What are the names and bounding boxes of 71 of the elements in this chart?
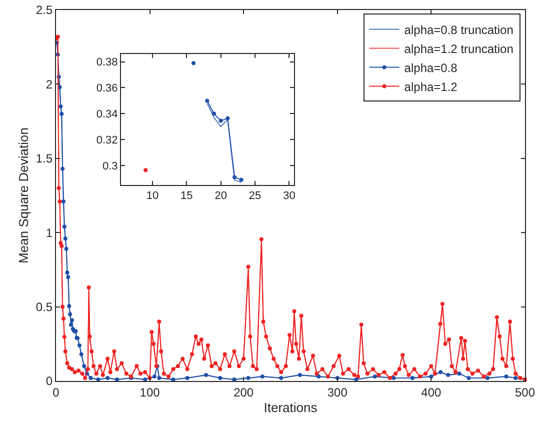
- point: [239, 178, 244, 182]
- point: [82, 364, 86, 368]
- point: [88, 376, 93, 380]
- point: [485, 376, 490, 380]
- point: [63, 236, 68, 241]
- x-tick-label: 15: [180, 190, 193, 202]
- point: [372, 374, 377, 379]
- x-axis-title: Iterations: [264, 400, 318, 415]
- point: [62, 224, 66, 229]
- x-tick-label: 30: [283, 190, 296, 202]
- x-tick-label: 100: [140, 385, 160, 400]
- y-tick-label: 2: [46, 77, 53, 92]
- point: [79, 352, 84, 356]
- point: [212, 112, 216, 116]
- y-tick-label: 0.3: [102, 160, 118, 172]
- legend-label: alpha=0.8: [404, 60, 458, 75]
- point: [514, 376, 518, 380]
- x-tick-label: 300: [327, 385, 348, 400]
- x-tick-label: 25: [248, 190, 262, 202]
- point: [65, 270, 70, 275]
- x-tick-label: 400: [421, 385, 442, 400]
- y-tick-label: 0.5: [36, 300, 53, 314]
- point: [152, 374, 156, 379]
- x-tick-label: 200: [234, 385, 254, 400]
- y-tick-label: 0.36: [96, 82, 118, 95]
- y-tick-label: 1: [46, 226, 53, 240]
- point: [70, 318, 74, 322]
- point: [260, 374, 264, 379]
- point: [106, 376, 110, 380]
- point: [60, 112, 64, 116]
- point: [69, 322, 74, 327]
- point: [246, 376, 250, 380]
- x-tick-label: 20: [214, 190, 227, 202]
- point: [62, 199, 66, 204]
- legend-label: alpha=0.8 truncation: [404, 22, 514, 37]
- point: [204, 373, 208, 378]
- point: [466, 376, 471, 380]
- x-tick-label: 500: [514, 385, 536, 400]
- point: [446, 373, 450, 378]
- point: [279, 376, 284, 380]
- y-tick-label: 0.38: [96, 56, 118, 69]
- point: [298, 373, 302, 378]
- point: [185, 376, 190, 380]
- point: [67, 304, 72, 308]
- point: [77, 343, 82, 348]
- point: [218, 118, 223, 123]
- point: [157, 376, 162, 380]
- point: [410, 376, 414, 380]
- y-tick-label: 0.34: [96, 108, 118, 121]
- point: [232, 175, 237, 180]
- point: [429, 374, 434, 379]
- y-tick-label: 2.5: [36, 3, 53, 18]
- point: [226, 116, 230, 120]
- point: [205, 98, 210, 103]
- point: [64, 246, 68, 251]
- x-tick-label: 10: [146, 190, 159, 202]
- y-tick-label: 0: [46, 374, 53, 388]
- point: [504, 374, 508, 379]
- y-tick-label: 0.32: [96, 134, 118, 146]
- point: [438, 370, 443, 374]
- point: [58, 104, 63, 108]
- y-axis-title: Mean Square Deviation: [16, 128, 31, 264]
- point: [66, 275, 70, 280]
- point: [68, 312, 72, 316]
- point: [60, 166, 65, 171]
- y-tick-label: 1.5: [36, 152, 53, 166]
- point: [457, 372, 462, 376]
- point: [316, 374, 321, 379]
- legend-label: alpha=1.2: [404, 80, 458, 94]
- point: [218, 376, 222, 380]
- legend-label: alpha=1.2 truncation: [404, 42, 514, 56]
